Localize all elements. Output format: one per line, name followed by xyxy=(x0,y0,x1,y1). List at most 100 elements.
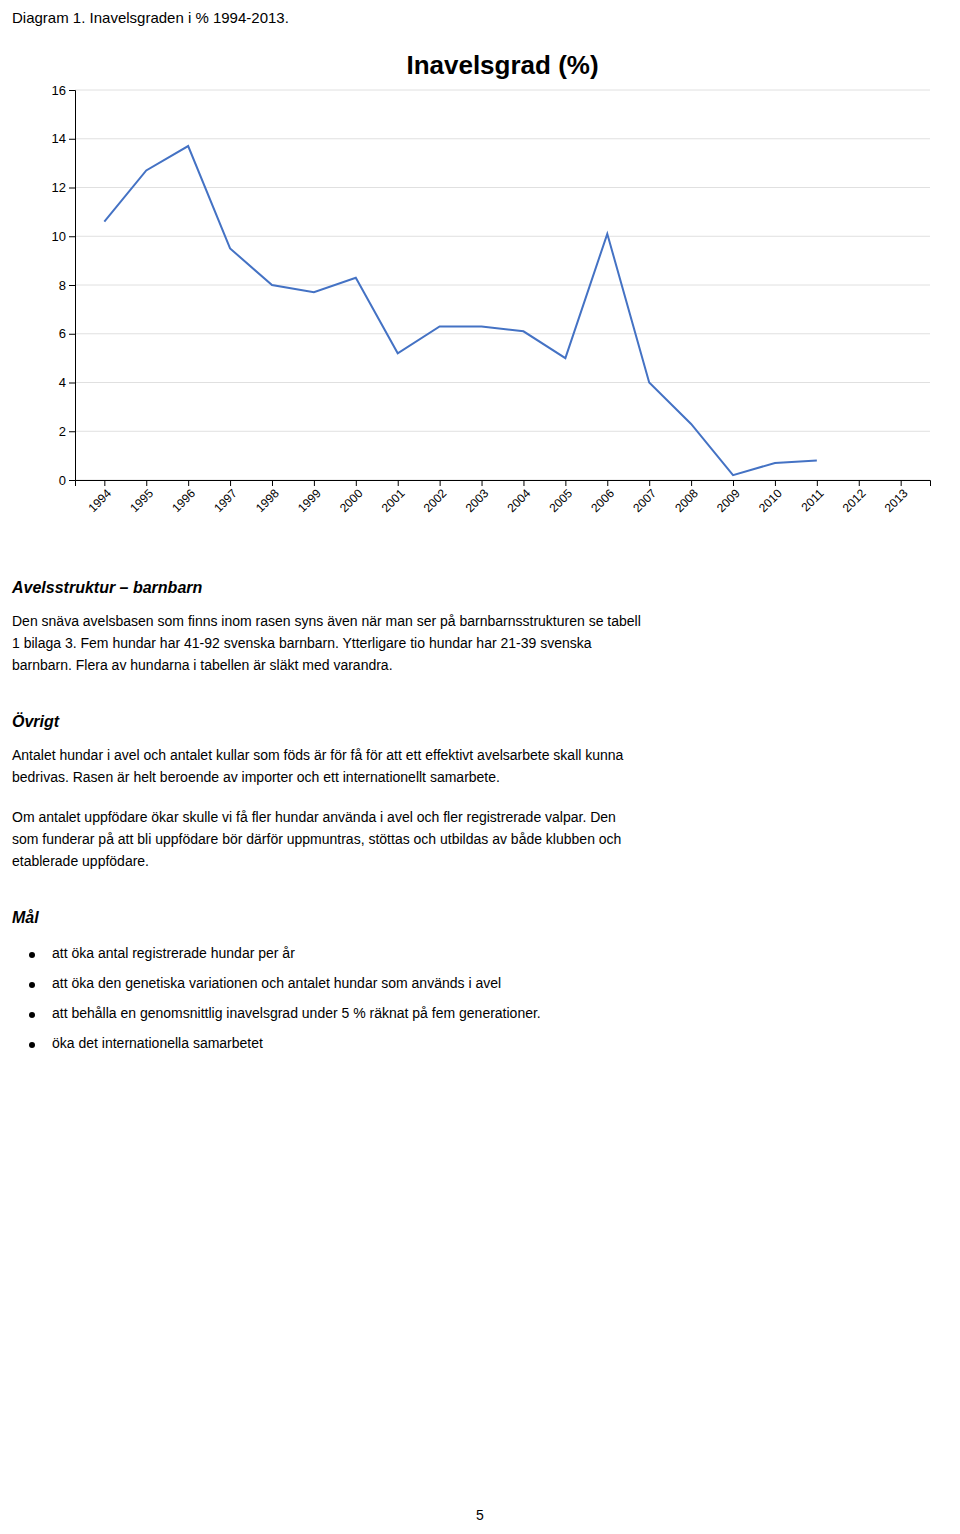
grid xyxy=(75,90,930,480)
chart-title: Inavelsgrad (%) xyxy=(406,50,598,80)
page: Diagram 1. Inavelsgraden i % 1994-2013. I… xyxy=(0,0,960,1534)
x-tick-mark xyxy=(356,480,357,486)
x-tick-label: 2012 xyxy=(840,486,869,515)
y-tick: 16 xyxy=(52,83,75,98)
body-text: bedrivas. Rasen är helt beroende av impo… xyxy=(12,769,500,785)
body-text: Den snäva avelsbasen som finns inom rase… xyxy=(12,613,641,629)
data-line xyxy=(104,146,817,475)
y-tick-label: 6 xyxy=(59,326,66,341)
x-tick: 2002 xyxy=(421,480,450,515)
x-tick: 2004 xyxy=(505,480,534,515)
bullet-marker xyxy=(29,1012,35,1018)
bullet-text: att behålla en genomsnittlig inavelsgrad… xyxy=(52,1005,541,1021)
x-tick: 2007 xyxy=(630,480,659,515)
y-tick: 0 xyxy=(59,473,75,488)
x-tick-label: 2009 xyxy=(714,486,743,515)
caption: Diagram 1. Inavelsgraden i % 1994-2013. xyxy=(12,9,289,26)
x-tick-mark xyxy=(607,480,608,486)
x-tick-mark xyxy=(104,480,105,486)
x-tick: 2011 xyxy=(799,480,827,514)
x-tick-label: 1996 xyxy=(169,486,198,515)
y-tick-label: 0 xyxy=(59,473,66,488)
x-tick-label: 2013 xyxy=(882,486,911,515)
section-heading: Övrigt xyxy=(12,712,60,730)
grid-line xyxy=(75,90,930,91)
y-tick-mark xyxy=(69,285,75,286)
x-tick-label: 1995 xyxy=(127,486,156,515)
x-tick-mark xyxy=(859,480,860,486)
x-tick-mark xyxy=(398,480,399,486)
y-axis-line xyxy=(69,91,76,481)
y-tick: 6 xyxy=(59,326,75,341)
x-tick-label: 2008 xyxy=(672,486,701,515)
y-tick: 14 xyxy=(52,131,75,146)
grid-line xyxy=(75,187,930,188)
x-tick: 2010 xyxy=(756,480,785,515)
x-tick: 1994 xyxy=(85,480,114,515)
y-tick-label: 14 xyxy=(52,131,66,146)
x-axis: 1994199519961997199819992000200120022003… xyxy=(76,480,931,515)
grid-line xyxy=(75,236,930,237)
x-tick-mark xyxy=(146,480,147,486)
x-tick: 1998 xyxy=(253,480,282,515)
x-tick: 2000 xyxy=(337,480,366,515)
y-tick-mark xyxy=(69,90,75,91)
grid-line xyxy=(75,138,930,139)
grid-line xyxy=(75,285,930,286)
bullet-marker xyxy=(29,952,35,958)
y-tick-label: 4 xyxy=(59,375,66,390)
y-tick-label: 12 xyxy=(52,180,66,195)
body-text: etablerade uppfödare. xyxy=(12,853,149,869)
x-tick-label: 2000 xyxy=(337,486,366,515)
y-tick: 4 xyxy=(59,375,75,390)
x-tick-label: 2004 xyxy=(505,486,534,515)
x-tick: 2008 xyxy=(672,480,701,515)
x-tick-mark xyxy=(733,480,734,486)
x-tick-label: 2007 xyxy=(630,486,659,515)
body-text: Antalet hundar i avel och antalet kullar… xyxy=(12,747,624,763)
x-tick: 1999 xyxy=(295,480,324,515)
y-tick-label: 16 xyxy=(52,83,66,98)
x-tick: 2001 xyxy=(379,480,408,515)
x-tick-mark xyxy=(272,480,273,486)
bullet-marker xyxy=(29,982,35,988)
y-tick: 8 xyxy=(59,278,75,293)
bullet-text: att öka antal registrerade hundar per år xyxy=(52,945,295,961)
x-tick-label: 1994 xyxy=(85,486,114,515)
grid-line xyxy=(75,333,930,334)
y-tick-mark xyxy=(69,480,75,481)
section-heading: Mål xyxy=(12,909,39,926)
bullet-text: öka det internationella samarbetet xyxy=(52,1035,263,1051)
y-tick-mark xyxy=(69,383,75,384)
body-text: Om antalet uppfödare ökar skulle vi få f… xyxy=(12,809,616,825)
y-tick-mark xyxy=(69,236,75,237)
x-tick-mark xyxy=(314,480,315,486)
y-tick-mark xyxy=(69,431,75,432)
x-tick-mark xyxy=(775,480,776,486)
x-tick-label: 2002 xyxy=(421,486,450,515)
body-text: barnbarn. Flera av hundarna i tabellen ä… xyxy=(12,657,393,673)
x-tick-mark xyxy=(230,480,231,486)
x-tick-mark xyxy=(565,480,566,486)
x-tick-mark xyxy=(188,480,189,486)
page-number: 5 xyxy=(476,1507,484,1523)
x-tick-mark xyxy=(691,480,692,486)
x-tick: 2006 xyxy=(588,480,617,515)
x-tick: 2012 xyxy=(840,480,869,515)
x-tick: 2005 xyxy=(546,480,575,515)
y-tick-label: 2 xyxy=(59,424,66,439)
y-tick-label: 10 xyxy=(52,229,66,244)
x-tick-mark xyxy=(440,480,441,486)
plot-area xyxy=(104,146,817,475)
chart: Inavelsgrad (%) 0 2 4 6 8 10 12 14 16 1994 1995 1996… xyxy=(52,50,931,515)
x-tick-label: 2011 xyxy=(799,486,827,514)
y-tick-label: 8 xyxy=(59,278,66,293)
x-axis-line xyxy=(76,481,931,487)
x-tick-mark xyxy=(482,480,483,486)
x-tick-mark xyxy=(523,480,524,486)
x-tick-label: 2010 xyxy=(756,486,785,515)
grid-line xyxy=(75,431,930,432)
y-tick-mark xyxy=(69,139,75,140)
bullet-text: att öka den genetiska variationen och an… xyxy=(52,975,501,991)
x-tick: 2003 xyxy=(463,480,492,515)
